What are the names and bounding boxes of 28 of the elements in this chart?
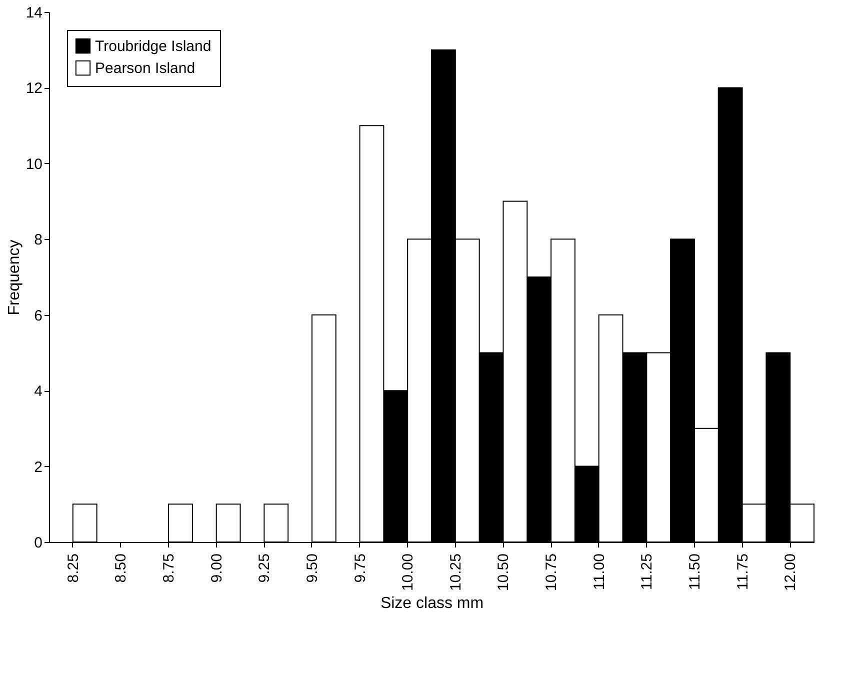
x-tick-label: 12.00 [782, 554, 800, 592]
legend-label: Troubridge Island [95, 38, 212, 55]
x-tick-label: 11.00 [590, 554, 608, 590]
x-tick-label: 8.50 [112, 554, 130, 583]
x-tick-label: 11.50 [686, 554, 704, 590]
x-tick-label: 8.25 [64, 554, 82, 583]
x-tick-label: 9.75 [352, 554, 369, 583]
y-tick-label: 14 [26, 4, 42, 22]
y-tick-label: 4 [34, 383, 42, 400]
x-tick-label: 9.25 [256, 554, 274, 583]
x-tick-label: 10.00 [400, 554, 417, 592]
y-tick-label: 2 [34, 458, 42, 476]
y-tick-label: 10 [26, 156, 42, 173]
y-tick-label: 0 [34, 534, 42, 552]
legend-label: Pearson Island [95, 60, 196, 77]
x-tick-label: 10.50 [495, 554, 512, 592]
x-tick-label: 10.75 [543, 554, 560, 592]
y-tick-label: 8 [34, 232, 42, 249]
x-tick-label: 11.75 [734, 554, 752, 590]
y-tick-label: 6 [34, 307, 42, 324]
x-tick-label: 8.75 [160, 554, 178, 583]
x-axis-title: Size class mm [380, 595, 484, 612]
x-tick-label: 9.50 [304, 554, 321, 583]
x-tick-label: 10.25 [447, 554, 464, 592]
y-axis-title: Frequency [6, 240, 23, 316]
x-tick-label: 11.25 [638, 554, 656, 590]
x-tick-label: 9.00 [208, 554, 226, 583]
y-tick-label: 12 [26, 80, 42, 98]
